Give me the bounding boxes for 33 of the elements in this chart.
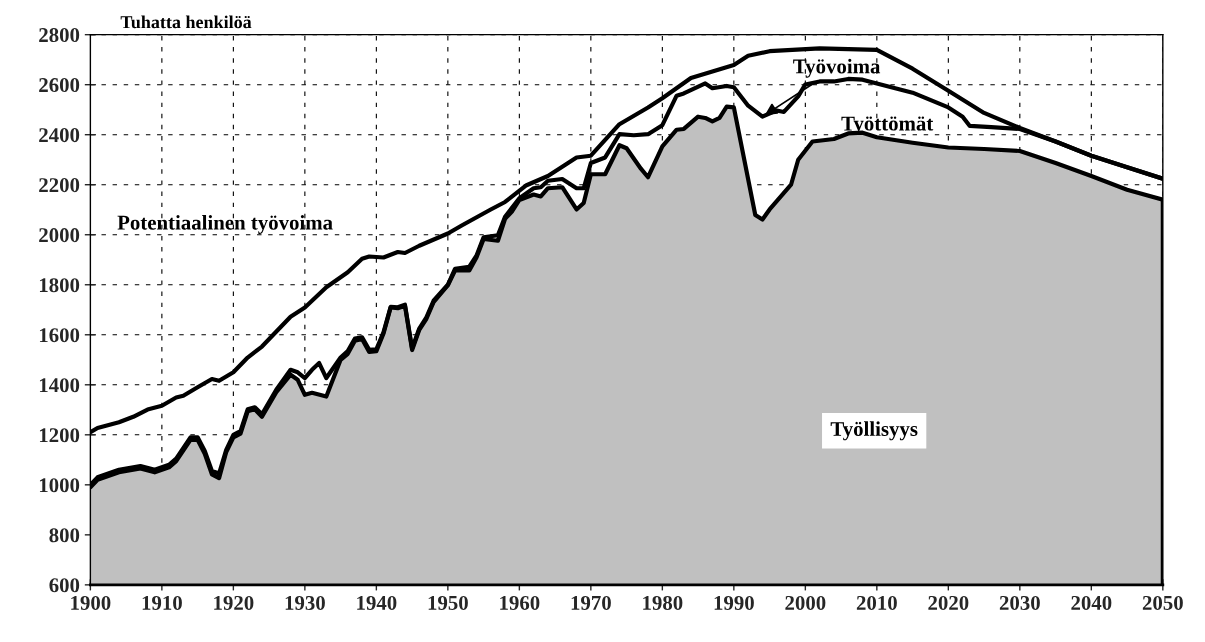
- y-tick-label: 2200: [39, 178, 80, 193]
- x-tick-label: 1940: [357, 595, 397, 610]
- x-tick-label: 2030: [999, 595, 1040, 610]
- series-label: Työllisyys: [830, 421, 918, 441]
- y-tick-label: 1000: [39, 478, 80, 493]
- y-tick-label: 1400: [39, 378, 80, 393]
- x-tick-label: 2010: [856, 595, 897, 610]
- y-tick-label: 2600: [39, 78, 80, 93]
- x-tick-label: 1910: [142, 595, 182, 610]
- y-tick-label: 600: [49, 578, 80, 593]
- y-tick-label: 1800: [39, 278, 80, 293]
- y-tick-label: 2800: [39, 28, 80, 43]
- series-label: Työvoima: [793, 58, 881, 78]
- x-tick-label: 1980: [643, 595, 683, 610]
- x-tick-label: 2020: [928, 595, 969, 610]
- y-tick-label: 1600: [39, 328, 80, 343]
- y-axis-title: Tuhatta henkilöä: [120, 15, 252, 29]
- x-tick-label: 2000: [785, 595, 826, 610]
- x-tick-label: 1900: [71, 595, 111, 610]
- y-tick-label: 2000: [39, 228, 80, 243]
- x-tick-label: 1960: [500, 595, 540, 610]
- y-tick-label: 1200: [39, 428, 80, 443]
- x-tick-label: 1920: [214, 595, 254, 610]
- y-tick-label: 2400: [39, 128, 80, 143]
- annotation: Työttömät: [841, 116, 934, 135]
- series-label: Potentiaalinen työvoima: [117, 215, 333, 234]
- x-tick-label: 1950: [428, 595, 468, 610]
- x-tick-label: 2050: [1142, 595, 1183, 610]
- x-tick-label: 1990: [714, 595, 754, 610]
- x-tick-label: 1930: [285, 595, 325, 610]
- y-tick-label: 800: [49, 528, 80, 543]
- x-tick-label: 2040: [1071, 595, 1112, 610]
- x-tick-label: 1970: [571, 595, 611, 610]
